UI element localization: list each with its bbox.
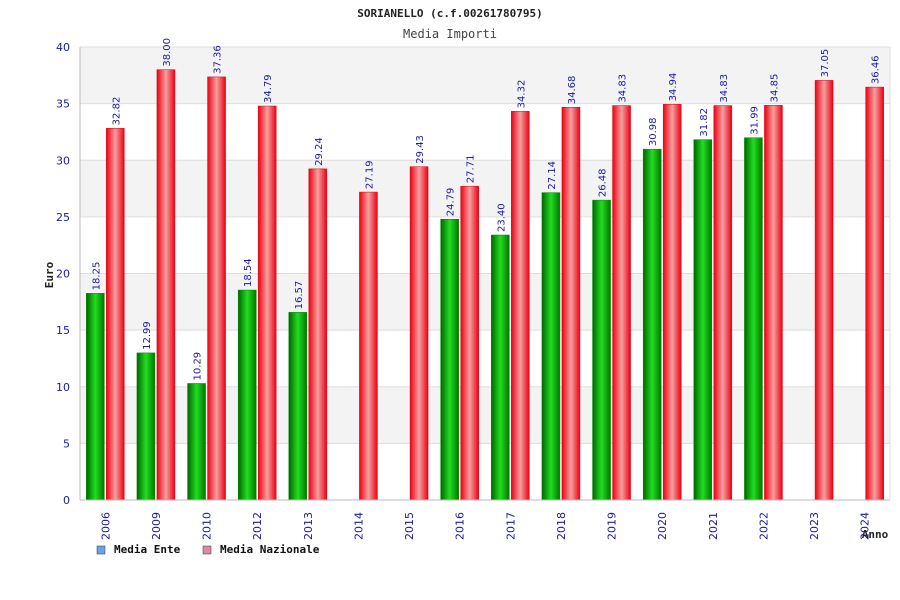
x-tick-label: 2019 — [606, 512, 619, 540]
x-tick-label: 2016 — [454, 512, 467, 540]
y-tick-label: 0 — [63, 494, 70, 507]
legend-label-media-nazionale: Media Nazionale — [220, 543, 320, 556]
y-tick-label: 5 — [63, 437, 70, 450]
bar-media-nazionale — [612, 105, 631, 501]
bar-media-ente — [642, 148, 662, 501]
x-tick-label: 2013 — [302, 512, 315, 540]
bar-value-label: 34.85 — [769, 74, 780, 103]
bar-media-ente — [187, 383, 206, 501]
bar-value-label: 18.25 — [91, 262, 102, 291]
y-tick-label: 10 — [56, 381, 70, 394]
bar-media-nazionale — [460, 185, 479, 501]
chart-subtitle: Media Importi — [403, 27, 497, 41]
legend-swatch-media-ente — [96, 545, 106, 555]
bar-value-label: 18.54 — [243, 258, 254, 287]
bar-value-label: 31.99 — [749, 106, 760, 135]
bar-value-label: 38.00 — [162, 38, 173, 67]
x-tick-label: 2022 — [757, 512, 770, 540]
y-tick-label: 35 — [56, 98, 70, 111]
bar-media-nazionale — [814, 80, 834, 501]
legend-swatch-media-nazionale — [202, 545, 212, 555]
y-axis-label: Euro — [43, 261, 56, 288]
x-tick-label: 2014 — [352, 512, 365, 540]
bar-value-label: 34.83 — [618, 74, 629, 103]
legend: Media Ente Media Nazionale — [96, 543, 320, 556]
bar-media-nazionale — [409, 166, 429, 501]
x-tick-label: 2020 — [656, 512, 669, 540]
bar-media-nazionale — [713, 105, 733, 501]
legend-label-media-ente: Media Ente — [114, 543, 181, 556]
bar-media-ente — [86, 293, 105, 501]
bar-media-ente — [288, 312, 308, 501]
bar-media-nazionale — [764, 105, 783, 501]
data-labels: 18.25 32.82 12.99 38.00 10.29 37.36 18.54 34.79… — [91, 38, 881, 380]
bar-value-label: 31.82 — [699, 108, 710, 137]
bar-media-nazionale — [257, 105, 277, 501]
y-tick-labels: 0 5 10 15 20 25 30 35 40 — [56, 41, 70, 507]
x-tick-label: 2012 — [251, 512, 264, 540]
bar-value-label: 29.24 — [314, 137, 325, 166]
bar-value-label: 26.48 — [598, 168, 609, 197]
x-tick-label: 2009 — [150, 512, 163, 540]
x-axis-label: Anno — [862, 528, 889, 541]
bar-value-label: 34.83 — [719, 74, 730, 103]
bar-value-label: 27.19 — [364, 160, 375, 189]
bar-media-ente — [136, 352, 156, 501]
bar-value-label: 24.79 — [446, 188, 457, 217]
bar-value-label: 16.57 — [294, 281, 305, 310]
chart-title: SORIANELLO (c.f.00261780795) — [357, 7, 542, 20]
y-tick-label: 15 — [56, 324, 70, 337]
bar-value-label: 37.05 — [820, 49, 831, 78]
bar-value-label: 29.43 — [415, 135, 426, 164]
x-tick-label: 2023 — [808, 512, 821, 540]
bar-media-ente — [491, 234, 510, 501]
bar-value-label: 34.94 — [668, 73, 679, 102]
axes — [79, 47, 891, 501]
bar-value-label: 32.82 — [111, 97, 122, 126]
bar-media-nazionale — [207, 76, 226, 501]
x-tick-labels: 2006 2009 2010 2012 2013 2014 2015 2016 2017 2018… — [99, 512, 871, 540]
bar-media-ente — [744, 137, 763, 501]
bar-value-label: 34.68 — [567, 76, 578, 105]
x-tick-label: 2021 — [707, 512, 720, 540]
y-tick-label: 20 — [56, 268, 70, 281]
bar-value-label: 34.79 — [263, 74, 274, 103]
bar-media-nazionale — [106, 128, 125, 501]
bar-value-label: 30.98 — [648, 118, 659, 147]
bar-media-nazionale — [511, 111, 530, 501]
bar-value-label: 27.71 — [466, 155, 477, 184]
bar-value-label: 12.99 — [142, 321, 153, 350]
bar-media-ente — [237, 289, 257, 501]
bar-media-nazionale — [865, 86, 884, 501]
bar-media-nazionale — [662, 104, 682, 501]
bar-value-label: 34.32 — [516, 80, 527, 109]
x-tick-label: 2018 — [555, 512, 568, 540]
y-tick-label: 30 — [56, 154, 70, 167]
bar-value-label: 37.36 — [213, 45, 224, 74]
x-tick-label: 2017 — [504, 512, 517, 540]
bar-value-label: 10.29 — [193, 352, 204, 381]
bar-media-nazionale — [156, 69, 176, 501]
bar-media-nazionale — [561, 106, 581, 501]
x-tick-label: 2015 — [403, 512, 416, 540]
bar-media-nazionale — [359, 191, 378, 501]
bar-value-label: 36.46 — [871, 55, 882, 84]
bar-media-ente — [440, 219, 459, 501]
bar-value-label: 23.40 — [496, 203, 507, 232]
bar-media-nazionale — [308, 168, 328, 501]
x-tick-label: 2006 — [99, 512, 112, 540]
bar-media-ente — [693, 139, 713, 501]
x-tick-label: 2010 — [201, 512, 214, 540]
bars — [86, 69, 884, 501]
bar-media-ente — [592, 199, 611, 501]
y-tick-label: 40 — [56, 41, 70, 54]
bar-value-label: 27.14 — [547, 161, 558, 190]
y-tick-label: 25 — [56, 211, 70, 224]
bar-media-ente — [541, 192, 561, 501]
x-tick-label: 2024 — [859, 512, 872, 540]
